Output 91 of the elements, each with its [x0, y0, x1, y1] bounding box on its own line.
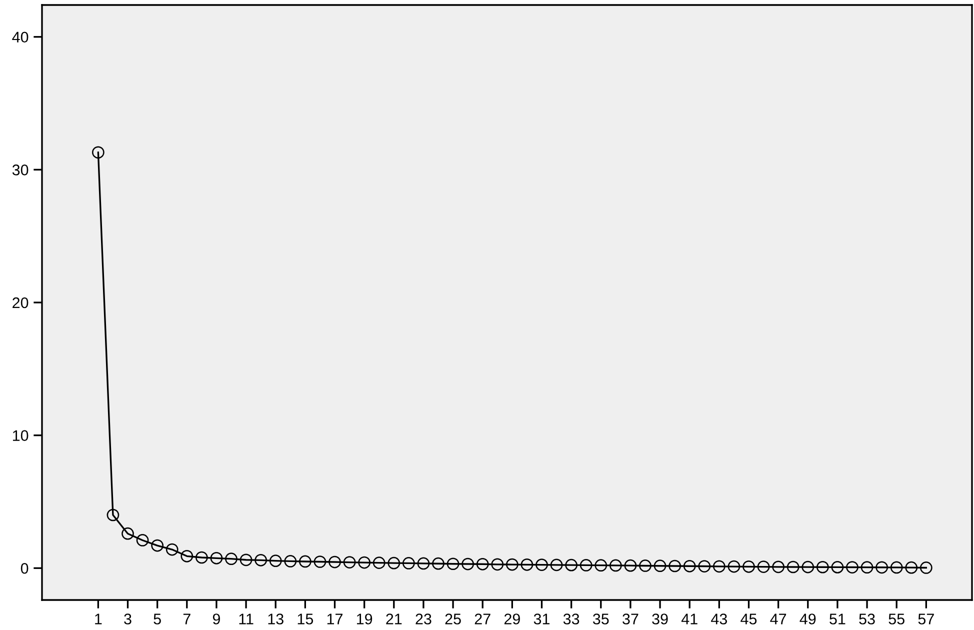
y-tick-label: 40 — [12, 32, 28, 43]
x-tick-label: 35 — [592, 614, 609, 624]
x-tick-label: 57 — [918, 614, 934, 624]
point — [240, 554, 252, 566]
point — [269, 554, 282, 567]
x-tick-label: 51 — [830, 614, 846, 624]
x-tick-label: 19 — [356, 614, 372, 624]
point — [712, 560, 726, 573]
point — [536, 558, 548, 571]
x-tick-label: 43 — [711, 614, 727, 624]
point — [728, 560, 740, 573]
y-tick-label: 30 — [12, 164, 28, 176]
point — [180, 550, 194, 562]
point — [446, 558, 460, 570]
point — [802, 560, 814, 574]
point — [372, 556, 386, 569]
point — [210, 552, 223, 564]
x-tick-label: 47 — [770, 614, 786, 624]
x-tick-label: 37 — [622, 614, 638, 624]
y-tick-label: 0 — [20, 562, 28, 574]
x-tick-label: 3 — [124, 614, 132, 624]
point — [358, 556, 370, 569]
x-tick-label: 17 — [327, 614, 342, 624]
x-tick-label: 5 — [154, 614, 161, 624]
point — [402, 557, 415, 570]
x-tick-label: 53 — [859, 614, 875, 624]
y-tick-label: 10 — [12, 430, 28, 441]
point — [106, 508, 120, 522]
point — [520, 558, 534, 571]
point — [196, 551, 208, 564]
point — [786, 560, 800, 574]
x-tick-label: 39 — [652, 614, 668, 624]
point — [151, 539, 164, 552]
point — [476, 558, 489, 570]
point — [594, 559, 608, 572]
point — [742, 560, 755, 573]
x-tick-label: 29 — [504, 614, 520, 624]
point — [506, 558, 518, 571]
point — [491, 558, 504, 571]
point — [609, 559, 622, 572]
point — [624, 559, 637, 572]
x-tick-label: 27 — [474, 614, 490, 624]
point — [905, 561, 918, 574]
y-tick-label: 20 — [12, 297, 28, 308]
x-tick-label: 21 — [386, 614, 402, 624]
point — [388, 556, 400, 570]
point — [328, 556, 341, 568]
x-tick-label: 11 — [239, 614, 254, 624]
point — [920, 562, 932, 574]
point — [846, 561, 858, 574]
x-tick-label: 25 — [445, 614, 461, 624]
point — [92, 146, 104, 159]
point — [565, 558, 578, 572]
point — [772, 560, 784, 574]
point — [757, 560, 770, 573]
point — [417, 557, 430, 570]
x-tick-label: 33 — [563, 614, 580, 624]
point — [225, 552, 238, 566]
point — [876, 561, 888, 574]
point — [668, 560, 681, 572]
point — [580, 559, 592, 572]
point — [299, 555, 312, 568]
point — [890, 561, 903, 574]
point — [166, 543, 178, 556]
point — [284, 555, 297, 568]
point — [432, 557, 444, 570]
x-tick-label: 7 — [183, 614, 190, 624]
x-tick-label: 45 — [740, 614, 757, 624]
point — [639, 560, 652, 572]
point — [698, 560, 711, 572]
point — [136, 534, 149, 546]
x-tick-label: 41 — [681, 614, 698, 624]
x-tick-label: 9 — [212, 614, 220, 624]
point — [254, 554, 268, 566]
point — [343, 556, 356, 568]
point — [654, 560, 666, 572]
x-tick-label: 13 — [268, 614, 284, 624]
x-tick-label: 23 — [416, 614, 432, 624]
x-tick-label: 49 — [800, 614, 816, 624]
point — [462, 558, 474, 570]
point — [314, 556, 326, 568]
point — [831, 561, 844, 574]
x-tick-label: 15 — [298, 614, 314, 624]
point — [860, 561, 874, 574]
point — [122, 527, 134, 540]
x-tick-label: 1 — [95, 614, 102, 624]
point — [816, 560, 829, 574]
point — [550, 558, 563, 572]
x-tick-label: 31 — [534, 614, 550, 624]
point — [683, 560, 696, 572]
x-tick-label: 55 — [888, 614, 904, 624]
